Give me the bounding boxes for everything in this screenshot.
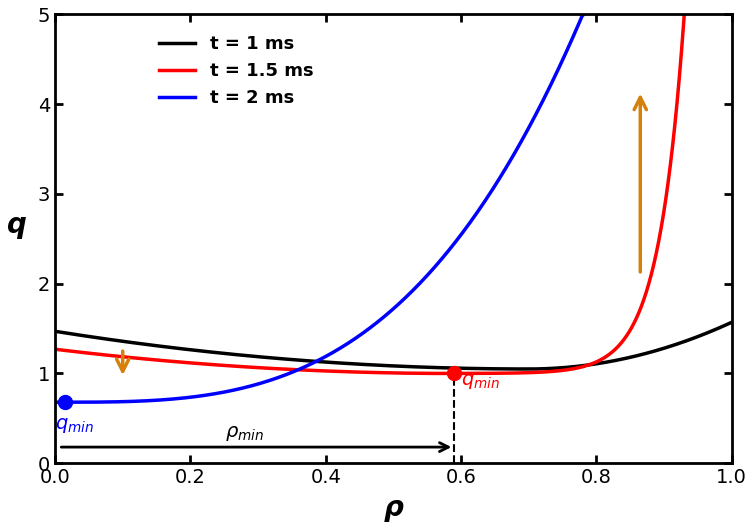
t = 1 ms (714, 325, 723, 331)
t = 1.5 ms (449, 370, 458, 377)
t = 1 ms (168, 344, 177, 351)
t = 1.5 ms (540, 369, 549, 375)
t = 1.5 ms (483, 370, 492, 377)
t = 1 ms (641, 350, 650, 357)
Legend: t = 1 ms, t = 1.5 ms, t = 2 ms: t = 1 ms, t = 1.5 ms, t = 2 ms (152, 28, 320, 114)
t = 1 ms (524, 366, 533, 372)
t = 2 ms (579, 11, 588, 17)
t = 1 ms (310, 358, 319, 364)
t = 2 ms (538, 98, 547, 104)
t = 1 ms (127, 340, 136, 346)
Text: $q_{min}$: $q_{min}$ (461, 372, 500, 391)
t = 1.5 ms (51, 346, 60, 352)
Line: t = 1 ms: t = 1 ms (55, 322, 731, 369)
t = 1.5 ms (130, 355, 139, 361)
Y-axis label: q: q (7, 211, 27, 239)
Line: t = 2 ms: t = 2 ms (55, 14, 584, 402)
t = 1.5 ms (66, 348, 75, 354)
Text: $q_{min}$: $q_{min}$ (55, 416, 94, 435)
t = 2 ms (95, 399, 104, 405)
t = 1 ms (727, 319, 736, 325)
t = 1 ms (339, 360, 348, 367)
t = 2 ms (51, 399, 60, 405)
t = 2 ms (526, 121, 535, 127)
t = 2 ms (253, 381, 262, 387)
t = 1.5 ms (120, 354, 129, 360)
t = 1.5 ms (679, 12, 688, 18)
X-axis label: ρ: ρ (384, 494, 403, 522)
t = 2 ms (578, 11, 587, 17)
t = 1 ms (51, 328, 60, 334)
t = 2 ms (220, 389, 229, 395)
Text: $\rho_{min}$: $\rho_{min}$ (225, 424, 264, 443)
Line: t = 1.5 ms: t = 1.5 ms (55, 15, 684, 373)
t = 1.5 ms (566, 366, 575, 372)
t = 2 ms (578, 11, 587, 17)
